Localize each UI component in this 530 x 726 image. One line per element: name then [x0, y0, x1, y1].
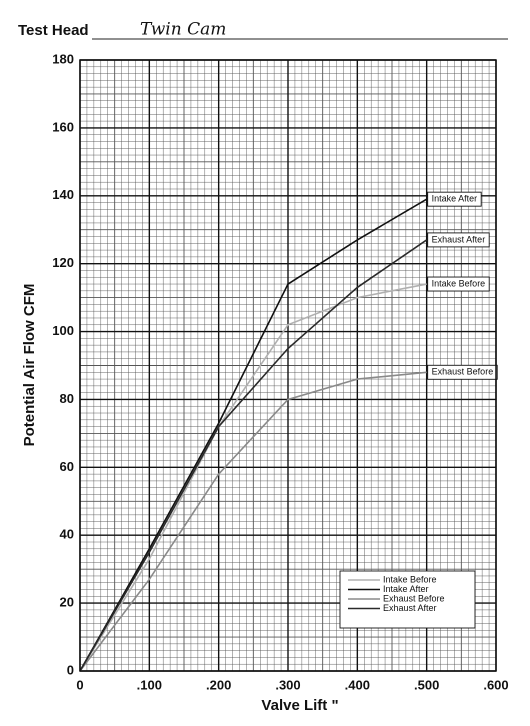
- end-label: Intake Before: [427, 276, 490, 292]
- series-line: [79, 198, 428, 672]
- y-tick-label: 120: [52, 255, 74, 270]
- legend-label: Intake Before: [383, 574, 437, 584]
- x-tick-label: 0: [76, 677, 83, 692]
- y-tick-label: 100: [52, 323, 74, 338]
- end-label-box: [427, 276, 490, 292]
- end-label-text: Exhaust After: [432, 234, 486, 244]
- y-tick-label: 20: [60, 595, 74, 610]
- y-tick-label: 180: [52, 51, 74, 66]
- y-tick-label: 60: [60, 459, 74, 474]
- end-label: Exhaust Before: [427, 364, 498, 380]
- legend-label: Exhaust After: [383, 603, 437, 613]
- end-label: Exhaust After: [427, 232, 490, 248]
- y-axis-label: Potential Air Flow CFM: [21, 284, 38, 447]
- end-label: Intake After: [427, 191, 482, 207]
- end-label-box: [427, 364, 498, 380]
- y-tick-label: 80: [60, 391, 74, 406]
- x-tick-label: .400: [345, 677, 370, 692]
- end-label-text: Intake Before: [432, 278, 486, 288]
- end-label-box: [427, 232, 490, 248]
- end-label-box: [427, 191, 482, 207]
- plot-frame: [79, 59, 497, 672]
- series-line: [79, 239, 428, 672]
- x-tick-label: .600: [483, 677, 508, 692]
- header-value: Twin Cam: [140, 20, 226, 40]
- x-tick-label: .100: [137, 677, 162, 692]
- x-tick-label: .300: [275, 677, 300, 692]
- y-tick-label: 140: [52, 187, 74, 202]
- header-label: Test Head: [18, 22, 89, 39]
- x-tick-label: .500: [414, 677, 439, 692]
- y-tick-label: 40: [60, 527, 74, 542]
- end-label-text: Intake After: [432, 194, 478, 204]
- legend-label: Intake After: [383, 584, 429, 594]
- y-tick-label: 160: [52, 119, 74, 134]
- y-tick-label: 0: [67, 662, 74, 677]
- series-line: [79, 283, 427, 672]
- series-line: [79, 371, 427, 672]
- x-tick-label: .200: [206, 677, 231, 692]
- legend-label: Exhaust Before: [383, 593, 445, 603]
- x-axis-label: Valve Lift ": [261, 697, 338, 714]
- end-label-text: Exhaust Before: [432, 367, 494, 377]
